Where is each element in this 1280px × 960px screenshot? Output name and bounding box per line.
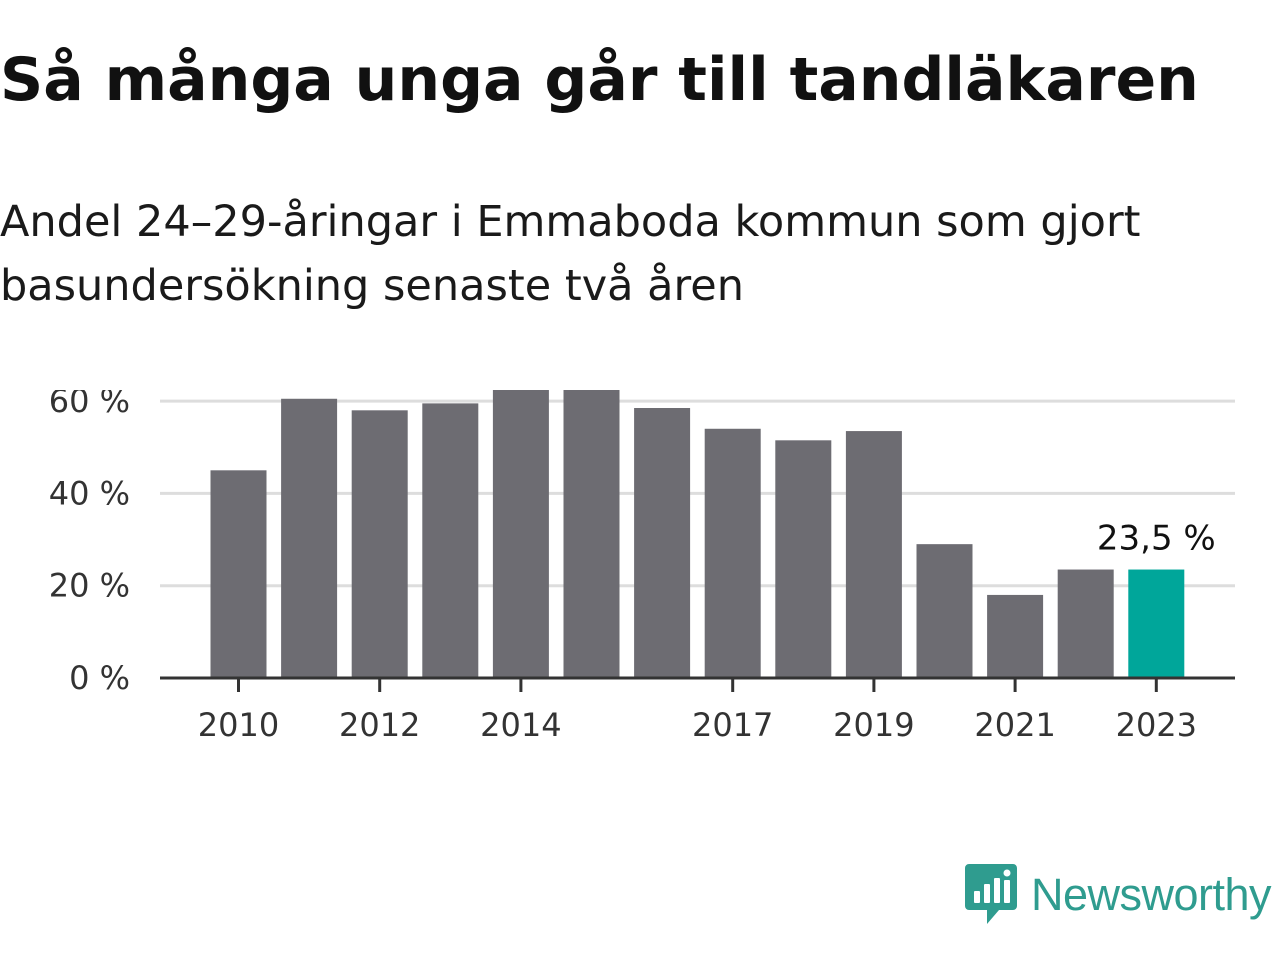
chart-subtitle: Andel 24–29-åringar i Emmaboda kommun so… — [0, 197, 1141, 311]
bar-2018 — [775, 440, 832, 678]
bar-2010 — [210, 470, 267, 678]
highlight-value-label: 23,5 % — [1097, 519, 1216, 559]
bar-2014 — [492, 390, 549, 678]
newsworthy-logo: Newsworthy — [965, 864, 1272, 926]
y-tick-label: 40 % — [49, 474, 130, 512]
y-tick-label: 60 % — [49, 390, 130, 420]
bar-2012 — [351, 410, 408, 678]
bar-2015 — [563, 390, 620, 678]
y-tick-label: 20 % — [49, 567, 130, 605]
bar-2011 — [281, 398, 338, 678]
chart-title: Så många unga går till tandläkaren — [0, 45, 1199, 115]
x-tick-label: 2014 — [480, 706, 561, 744]
bars — [210, 390, 1185, 678]
logo-text: Newsworthy — [1031, 869, 1272, 920]
x-tick-label: 2019 — [833, 706, 914, 744]
bar-chart: 0 % 20 % 40 % 60 % 2010 2012 2014 2017 2019 2021 2… — [49, 390, 1235, 744]
y-tick-label: 0 % — [69, 659, 130, 697]
bar-2022 — [1057, 569, 1114, 678]
x-tick-label: 2010 — [198, 706, 279, 744]
axes — [160, 676, 1235, 692]
x-tick-label: 2012 — [339, 706, 420, 744]
x-tick-label: 2023 — [1116, 706, 1197, 744]
gridlines — [160, 399, 1235, 588]
bar-2019 — [845, 431, 902, 678]
newsworthy-chart-bubble-icon — [965, 864, 1017, 924]
labels: 0 % 20 % 40 % 60 % 2010 2012 2014 2017 2019 2021 2… — [49, 390, 1216, 744]
bar-2016 — [634, 408, 691, 678]
bar-2013 — [422, 403, 479, 678]
bar-2020 — [916, 544, 973, 678]
bar-2021 — [987, 594, 1044, 678]
bar-2023 — [1128, 569, 1185, 678]
x-tick-label: 2021 — [974, 706, 1055, 744]
bar-2017 — [704, 428, 761, 678]
x-tick-label: 2017 — [692, 706, 773, 744]
